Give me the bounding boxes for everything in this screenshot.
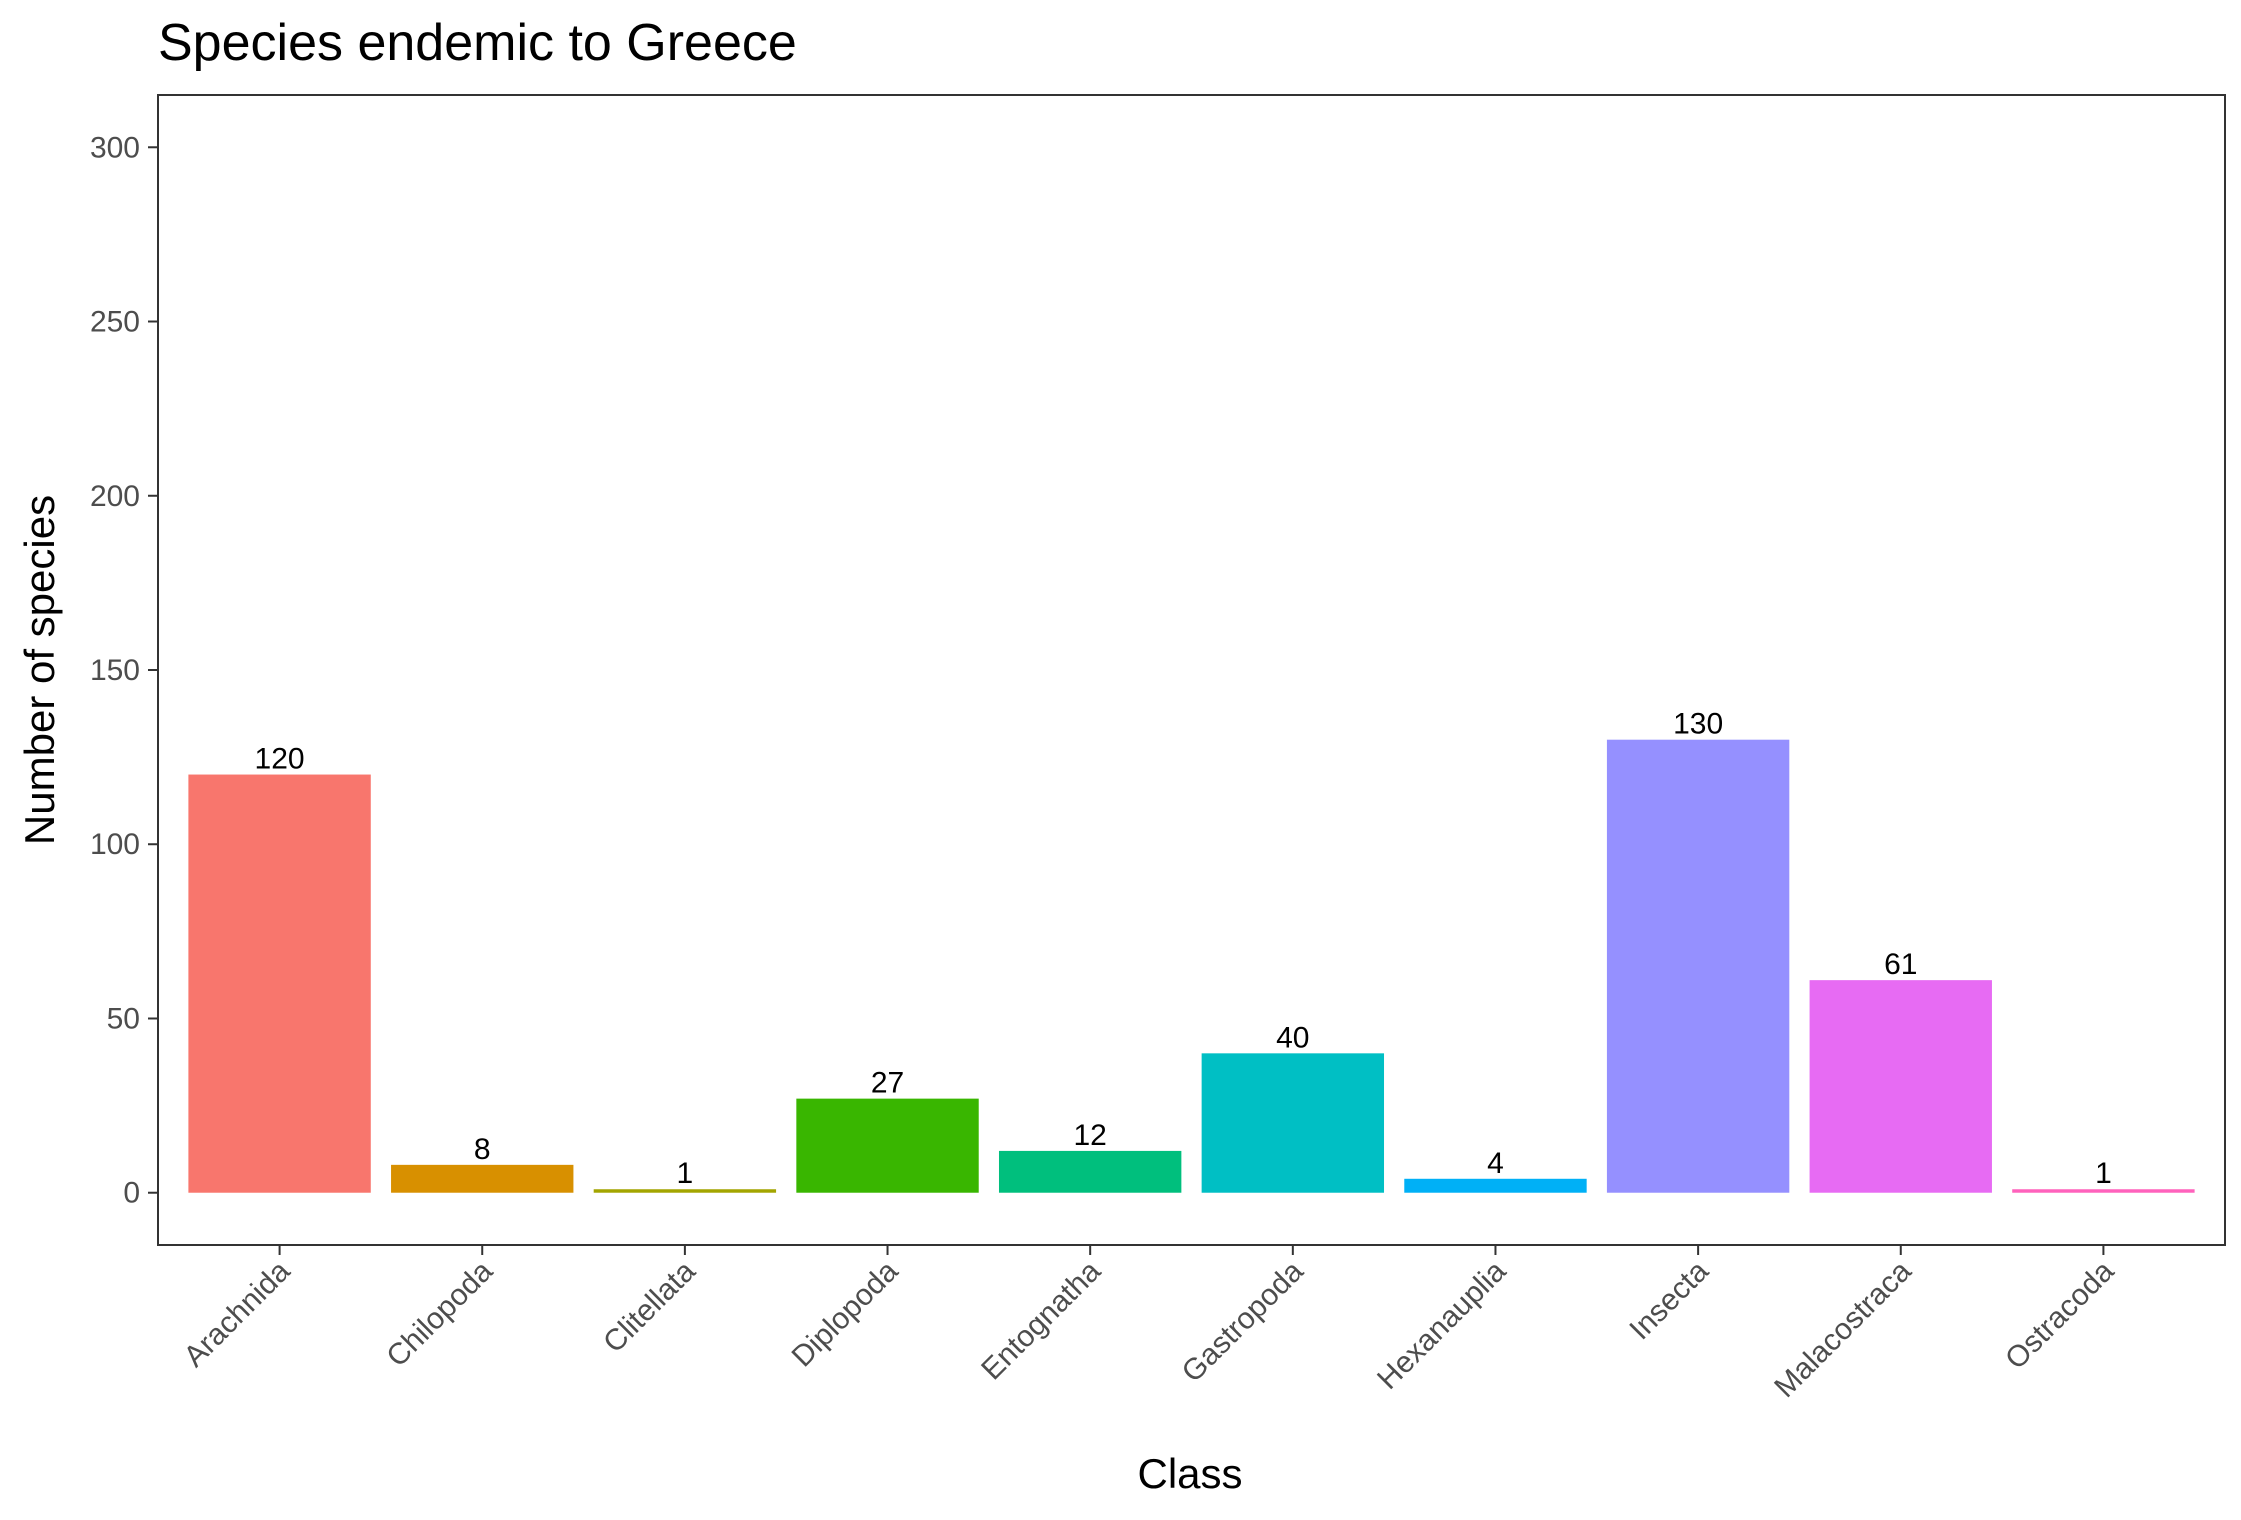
x-tick-label-diplopoda: Diplopoda [786, 1254, 905, 1373]
data-label-arachnida: 120 [255, 743, 305, 776]
x-tick-label-insecta: Insecta [1623, 1254, 1715, 1346]
bar-ostracoda [2012, 1189, 2195, 1193]
data-label-entognatha: 12 [1073, 1119, 1106, 1152]
x-tick-label-entognatha: Entognatha [975, 1254, 1107, 1386]
y-axis: 0 50 100 150 200 250 300 [90, 131, 158, 1210]
x-tick-label-ostracoda: Ostracoda [1999, 1254, 2120, 1375]
bar-malacostraca [1809, 980, 1992, 1193]
y-axis-title: Number of species [16, 495, 63, 845]
y-tick-label: 200 [90, 480, 140, 513]
x-tick-label-chilopoda: Chilopoda [380, 1254, 499, 1373]
x-tick-label-clitellata: Clitellata [597, 1254, 702, 1359]
y-tick-label: 300 [90, 131, 140, 164]
y-tick-label: 50 [107, 1002, 140, 1035]
bar-chilopoda [391, 1164, 574, 1193]
bar-gastropoda [1201, 1053, 1385, 1193]
x-tick-label-hexanauplia: Hexanauplia [1371, 1254, 1512, 1395]
y-tick-label: 250 [90, 306, 140, 339]
data-label-insecta: 130 [1673, 708, 1723, 741]
y-tick-label: 150 [90, 654, 140, 687]
chart-title: Species endemic to Greece [158, 14, 797, 72]
data-label-chilopoda: 8 [474, 1133, 491, 1166]
y-tick-label: 0 [123, 1177, 140, 1210]
x-axis: Arachnida Chilopoda Clitellata Diplopoda Ent… [178, 1245, 2121, 1404]
x-tick-label-gastropoda: Gastropoda [1176, 1254, 1310, 1388]
bar-hexanauplia [1404, 1178, 1587, 1193]
x-tick-label-arachnida: Arachnida [178, 1254, 297, 1373]
x-axis-title: Class [1137, 1450, 1242, 1497]
data-labels: 120 8 1 27 12 40 4 130 61 1 [255, 708, 2112, 1191]
y-tick-label: 100 [90, 828, 140, 861]
bar-entognatha [998, 1150, 1182, 1193]
bar-insecta [1606, 739, 1790, 1193]
bar-arachnida [188, 774, 371, 1193]
data-label-ostracoda: 1 [2095, 1157, 2112, 1190]
bars [188, 739, 2195, 1193]
bar-diplopoda [796, 1098, 979, 1193]
data-label-gastropoda: 40 [1276, 1021, 1309, 1054]
data-label-hexanauplia: 4 [1487, 1147, 1504, 1180]
bar-clitellata [593, 1189, 777, 1193]
x-tick-label-malacostraca: Malacostraca [1768, 1254, 1918, 1404]
data-label-clitellata: 1 [677, 1157, 694, 1190]
data-label-diplopoda: 27 [871, 1067, 904, 1100]
data-label-malacostraca: 61 [1884, 948, 1917, 981]
